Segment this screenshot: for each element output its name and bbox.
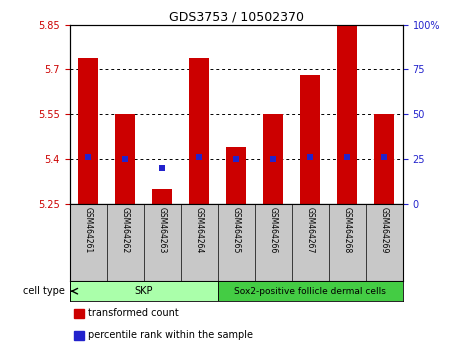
Bar xyxy=(374,114,394,204)
Text: GSM464269: GSM464269 xyxy=(380,207,389,254)
Text: GSM464264: GSM464264 xyxy=(195,207,204,254)
Text: GSM464261: GSM464261 xyxy=(84,207,93,254)
Text: Sox2-positive follicle dermal cells: Sox2-positive follicle dermal cells xyxy=(234,287,386,296)
Text: cell type: cell type xyxy=(23,286,65,296)
Bar xyxy=(78,58,99,204)
Text: GSM464265: GSM464265 xyxy=(232,207,241,254)
Text: transformed count: transformed count xyxy=(88,308,179,318)
Title: GDS3753 / 10502370: GDS3753 / 10502370 xyxy=(169,11,304,24)
Text: GSM464268: GSM464268 xyxy=(343,207,352,254)
Bar xyxy=(189,58,209,204)
Text: GSM464267: GSM464267 xyxy=(306,207,315,254)
Bar xyxy=(115,114,135,204)
Bar xyxy=(218,281,403,301)
Bar xyxy=(300,75,320,204)
Text: GSM464263: GSM464263 xyxy=(158,207,167,254)
Text: GSM464262: GSM464262 xyxy=(121,207,130,254)
Bar xyxy=(226,147,247,204)
Bar xyxy=(152,189,172,204)
Bar xyxy=(263,114,284,204)
Text: SKP: SKP xyxy=(135,286,153,296)
Bar xyxy=(70,281,218,301)
Text: percentile rank within the sample: percentile rank within the sample xyxy=(88,330,253,340)
Text: GSM464266: GSM464266 xyxy=(269,207,278,254)
Bar xyxy=(337,25,357,204)
